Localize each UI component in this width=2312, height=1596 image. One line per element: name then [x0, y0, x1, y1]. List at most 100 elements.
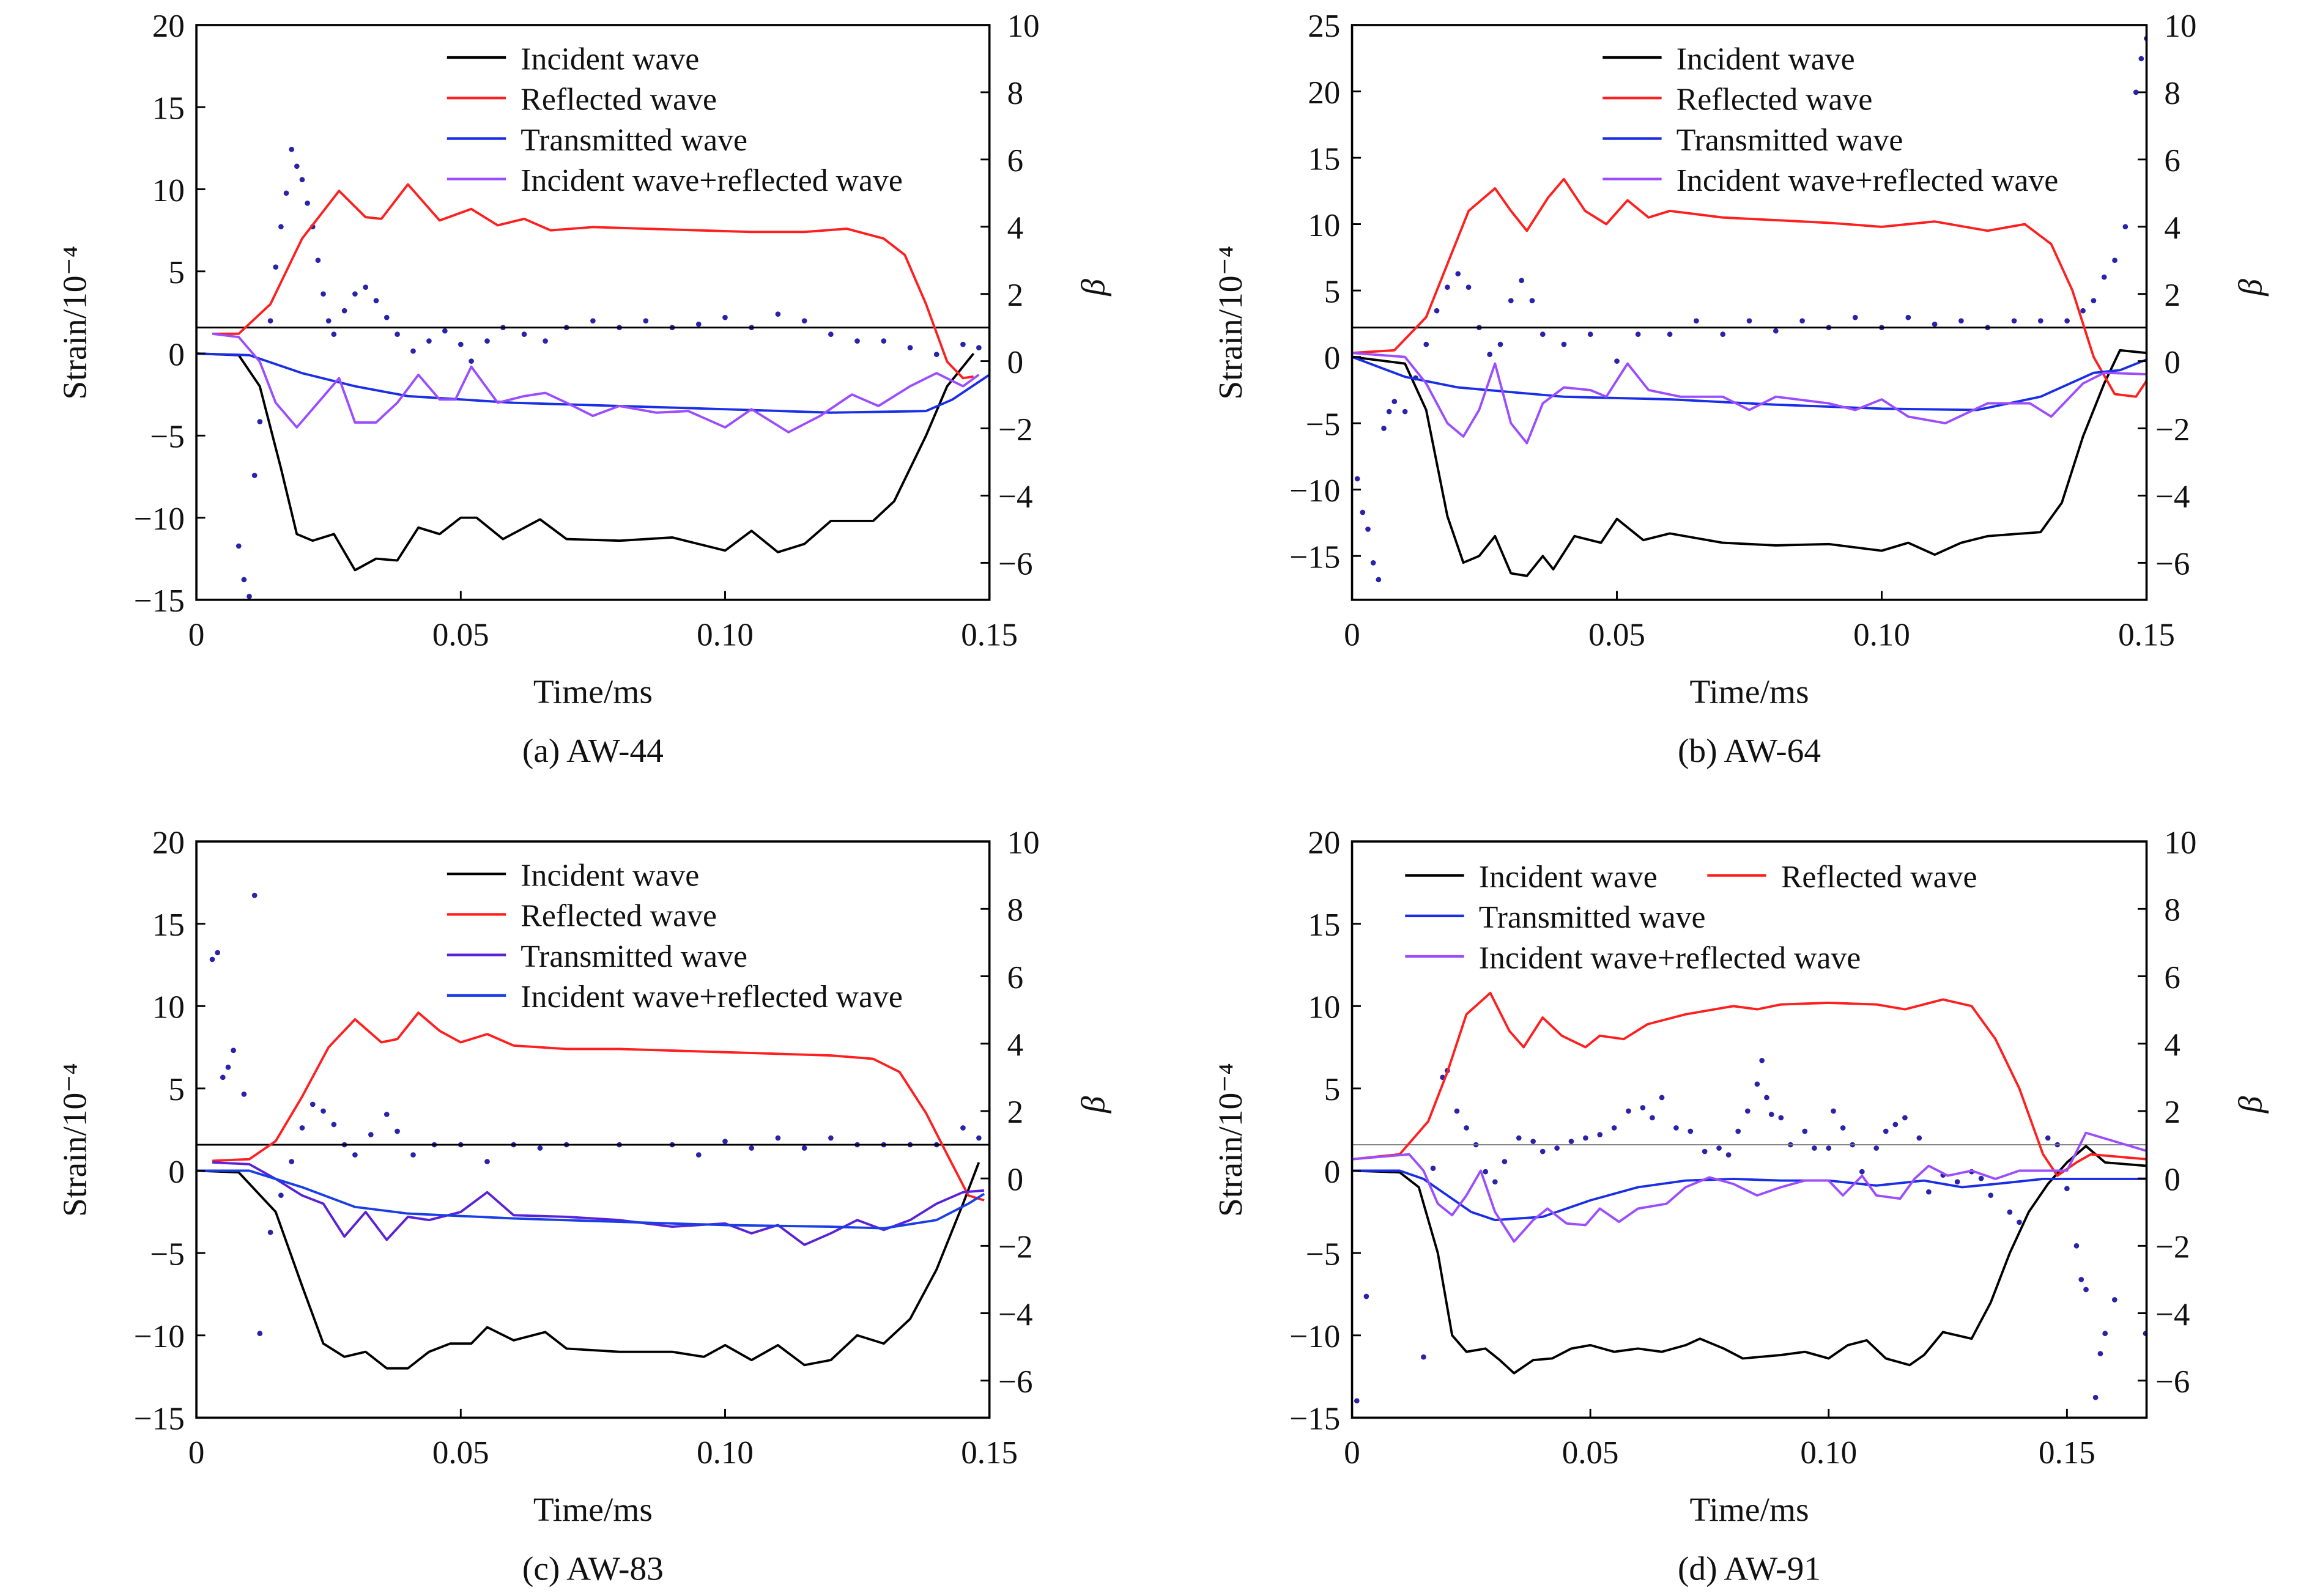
beta-point: [1702, 1148, 1708, 1155]
panel-caption: (a) AW-44: [522, 732, 664, 769]
beta-point: [749, 1145, 755, 1151]
y2-tick-label: 6: [2164, 143, 2180, 179]
series-line-incident-wave-reflected-wave: [1352, 1131, 2147, 1243]
legend-label: Transmitted wave: [521, 123, 747, 158]
legend: Incident wave Reflected wave Transmitted w…: [1405, 860, 1977, 975]
series-line-incident-wave-reflected-wave: [1352, 352, 2147, 445]
beta-point: [315, 257, 321, 264]
y-tick-label: 10: [1308, 208, 1340, 243]
beta-point: [2083, 1287, 2089, 1293]
beta-point: [1516, 1135, 1522, 1141]
beta-points: [1354, 35, 2147, 583]
y-tick-label: 15: [152, 91, 185, 127]
beta-point: [1905, 314, 1911, 320]
beta-point: [1831, 1108, 1836, 1114]
y-tick-label: 20: [1308, 75, 1340, 111]
legend-label: Transmitted wave: [521, 939, 747, 974]
beta-point: [1694, 318, 1699, 323]
beta-point: [241, 577, 247, 583]
beta-point: [267, 1229, 273, 1235]
beta-point: [1826, 1145, 1832, 1151]
beta-point: [1852, 314, 1858, 320]
beta-point: [1391, 399, 1398, 404]
series-line-reflected-wave: [1352, 177, 2147, 398]
beta-point: [320, 1108, 326, 1114]
y2-tick-label: 10: [2164, 9, 2196, 44]
y-axis-title: Strain/10⁻⁴: [1212, 246, 1249, 400]
y-tick-label: −5: [1306, 1236, 1340, 1272]
beta-point: [2007, 1209, 2013, 1215]
series-group: [1352, 177, 2147, 577]
beta-point: [1902, 1115, 1908, 1121]
legend: Incident wave Reflected wave Transmitted w…: [1602, 42, 2058, 198]
y2-tick-label: 4: [1007, 1027, 1024, 1063]
beta-point: [1587, 331, 1593, 337]
series-line-incident-wave: [1352, 1145, 2147, 1375]
beta-point: [775, 1135, 781, 1141]
y2-tick-label: 8: [1007, 893, 1024, 928]
beta-point: [537, 1145, 543, 1151]
beta-point: [960, 341, 966, 347]
y-tick-label: 15: [152, 907, 185, 943]
beta-point: [801, 1145, 807, 1151]
beta-point: [225, 1064, 231, 1070]
beta-point: [273, 264, 279, 270]
beta-point: [1799, 318, 1805, 323]
y2-tick-label: −2: [2155, 412, 2190, 448]
beta-point: [2092, 1394, 2099, 1400]
beta-points: [235, 146, 982, 599]
y2-tick-label: 4: [2164, 210, 2180, 246]
y2-tick-label: −4: [2155, 479, 2190, 515]
beta-point: [2133, 89, 2139, 95]
beta-point: [231, 1047, 236, 1054]
beta-point: [2080, 308, 2086, 314]
beta-point: [1673, 1125, 1679, 1131]
y-tick-label: 10: [152, 173, 185, 209]
series-line-transmitted-wave: [1352, 355, 2147, 412]
x-tick-label: 0: [1344, 1435, 1360, 1471]
y-tick-label: −15: [1289, 1402, 1340, 1437]
x-axis-title: Time/ms: [1689, 1491, 1809, 1528]
panel-caption: (d) AW-91: [1678, 1550, 1821, 1587]
beta-point: [1614, 358, 1620, 364]
beta-point: [484, 338, 490, 344]
panel-caption: (c) AW-83: [522, 1550, 664, 1587]
series-line-reflected-wave: [212, 183, 974, 380]
beta-point: [1554, 1145, 1560, 1151]
beta-points: [1354, 1057, 2147, 1404]
y-tick-label: −10: [1289, 1319, 1340, 1354]
y2-tick-label: 0: [1007, 345, 1024, 380]
beta-point: [1483, 1169, 1489, 1175]
beta-point: [325, 318, 332, 323]
beta-point: [933, 352, 939, 357]
y2-tick-label: 2: [1007, 1095, 1024, 1130]
beta-point: [1883, 1128, 1889, 1134]
y2-tick-label: 2: [2164, 1095, 2180, 1130]
y2-tick-label: 8: [2164, 76, 2180, 111]
y2-tick-label: 6: [1007, 960, 1024, 996]
x-tick-label: 0.15: [961, 1435, 1018, 1471]
beta-point: [1487, 352, 1493, 357]
y2-tick-label: 4: [1007, 210, 1024, 246]
beta-point: [1725, 1152, 1732, 1158]
beta-point: [1583, 1135, 1588, 1141]
beta-point: [1423, 341, 1429, 347]
beta-point: [1363, 1293, 1369, 1299]
y-axis-title: Strain/10⁻⁴: [1212, 1063, 1249, 1217]
beta-point: [1667, 331, 1673, 337]
y2-axis-title: β: [2231, 279, 2269, 297]
legend-label: Reflected wave: [521, 83, 717, 117]
beta-point: [1640, 1105, 1646, 1110]
beta-point: [1773, 328, 1779, 334]
y-tick-label: −15: [134, 1402, 185, 1437]
beta-point: [469, 358, 474, 364]
beta-point: [1720, 331, 1726, 337]
beta-point: [775, 311, 781, 317]
beta-point: [1492, 1179, 1498, 1184]
legend-label: Reflected wave: [1781, 860, 1977, 895]
beta-point: [643, 318, 649, 323]
series-line-transmitted-wave: [212, 1161, 985, 1246]
x-tick-label: 0.15: [2118, 618, 2175, 653]
